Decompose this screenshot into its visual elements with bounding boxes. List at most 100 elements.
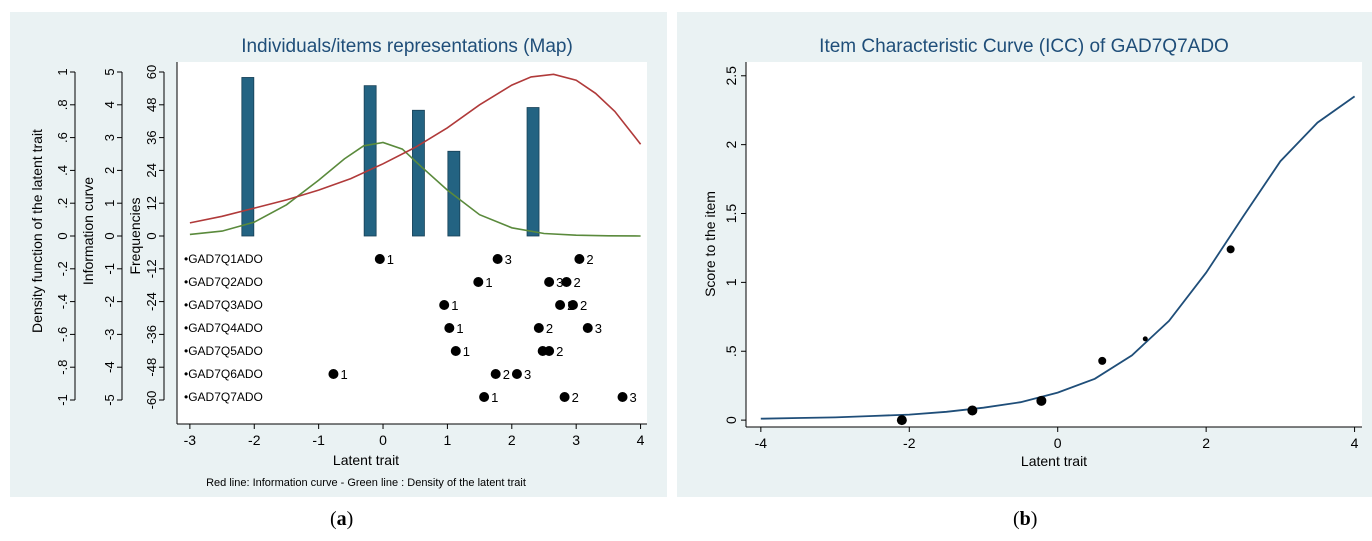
threshold-label: 1 — [456, 321, 463, 336]
y-tick-label: .6 — [55, 132, 70, 143]
chart-note: Red line: Information curve - Green line… — [206, 477, 526, 489]
item-threshold-point — [444, 323, 455, 333]
x-tick-label: -2 — [903, 435, 916, 451]
y-tick-label: -2 — [102, 296, 117, 308]
threshold-label: 2 — [572, 390, 579, 405]
item-label: •GAD7Q7ADO — [184, 390, 263, 404]
plot-area — [746, 62, 1362, 427]
threshold-label: 3 — [595, 321, 602, 336]
item-threshold-point — [439, 300, 450, 310]
item-threshold-point — [450, 346, 461, 356]
y-tick-label: -48 — [144, 358, 159, 377]
y-axis-label: Density function of the latent trait — [29, 129, 45, 333]
x-tick-label: 3 — [572, 432, 580, 448]
y-tick-label: .4 — [55, 165, 70, 176]
item-threshold-point — [374, 254, 385, 264]
item-label: •GAD7Q3ADO — [184, 298, 263, 312]
threshold-label: 2 — [503, 367, 510, 382]
item-threshold-point — [328, 369, 339, 379]
panel-a-letter: a — [336, 508, 347, 530]
y-tick-label: -60 — [144, 391, 159, 410]
frequency-bar — [447, 150, 461, 237]
icc-chart: Item Characteristic Curve (ICC) of GAD7Q… — [677, 12, 1372, 497]
observed-score-point — [1098, 356, 1107, 365]
item-threshold-point — [561, 277, 572, 287]
y-tick-label: -.8 — [55, 360, 70, 375]
y-tick-label: 60 — [144, 65, 159, 79]
panel-b-caption: (b) — [1013, 508, 1038, 530]
threshold-label: 3 — [630, 390, 637, 405]
item-label: •GAD7Q6ADO — [184, 367, 263, 381]
x-tick-label: 4 — [1351, 435, 1359, 451]
y-tick-label: 3 — [102, 134, 117, 141]
item-threshold-point — [582, 323, 593, 333]
item-label: •GAD7Q2ADO — [184, 275, 263, 289]
y-tick-label: -24 — [144, 292, 159, 311]
item-threshold-point — [533, 323, 544, 333]
threshold-label: 2 — [574, 275, 581, 290]
x-tick-label: 2 — [1202, 435, 1210, 451]
item-label: •GAD7Q5ADO — [184, 344, 263, 358]
item-threshold-point — [492, 254, 503, 264]
y-axis-label: Frequencies — [127, 197, 143, 274]
threshold-label: 2 — [586, 252, 593, 267]
item-threshold-point — [544, 346, 555, 356]
frequency-bar — [241, 77, 255, 237]
x-axis-label: Latent trait — [333, 452, 399, 468]
x-tick-label: 1 — [444, 432, 452, 448]
panel-a-caption: (a) — [330, 508, 354, 530]
x-tick-label: -3 — [184, 432, 197, 448]
y-tick-label: 0 — [55, 232, 70, 239]
x-tick-label: 0 — [1054, 435, 1062, 451]
x-tick-label: -2 — [248, 432, 261, 448]
information-curve — [189, 73, 642, 224]
x-tick-label: -1 — [312, 432, 325, 448]
y-tick-label: -3 — [102, 329, 117, 341]
chart-title: Individuals/items representations (Map) — [241, 36, 573, 57]
item-threshold-point — [479, 392, 490, 402]
y-tick-label: .8 — [55, 99, 70, 110]
density-curve — [189, 141, 641, 237]
threshold-label: 2 — [556, 344, 563, 359]
x-tick-label: 0 — [379, 432, 387, 448]
y-tick-label: 12 — [144, 196, 159, 210]
threshold-label: 3 — [524, 367, 531, 382]
item-threshold-point — [617, 392, 628, 402]
threshold-label: 3 — [556, 275, 563, 290]
threshold-label: 1 — [485, 275, 492, 290]
icc-marks: -4 -2 0 2 4 0 .5 1 1.5 2 2.5 — [723, 62, 1362, 451]
y-tick-label: -36 — [144, 325, 159, 344]
x-tick-label: -4 — [755, 435, 768, 451]
y-axis-label: Information curve — [80, 177, 96, 285]
y-tick-label: 0 — [723, 416, 739, 424]
y-tick-label: 0 — [144, 232, 159, 239]
chart-title: Item Characteristic Curve (ICC) of GAD7Q… — [819, 36, 1229, 57]
y-tick-label: 4 — [102, 101, 117, 108]
threshold-label: 3 — [505, 252, 512, 267]
y-tick-label: 5 — [102, 68, 117, 75]
y-tick-label: -1 — [102, 263, 117, 275]
item-threshold-point — [490, 369, 501, 379]
item-threshold-point — [555, 300, 566, 310]
y-tick-label: 0 — [102, 232, 117, 239]
plot-area — [177, 62, 647, 424]
y-tick-label: -4 — [102, 361, 117, 373]
threshold-label: 1 — [451, 298, 458, 313]
x-tick-label: 4 — [637, 432, 645, 448]
threshold-label: 1 — [387, 252, 394, 267]
y-tick-label: .5 — [723, 345, 739, 357]
item-threshold-point — [567, 300, 578, 310]
y-tick-label: 1.5 — [723, 204, 739, 224]
threshold-label: 2 — [580, 298, 587, 313]
y-tick-label: -12 — [144, 259, 159, 278]
y-tick-label: 2.5 — [723, 66, 739, 86]
item-threshold-point — [473, 277, 484, 287]
y-tick-label: 2 — [723, 141, 739, 149]
y-tick-label: .2 — [55, 198, 70, 209]
item-threshold-point — [511, 369, 522, 379]
y-tick-label: -5 — [102, 394, 117, 406]
threshold-label: 1 — [340, 367, 347, 382]
map-marks: -3 -2 -1 0 1 2 3 41.8.6.4.20-.2-.4-.6-.8-1Densi… — [29, 62, 647, 448]
threshold-label: 1 — [491, 390, 498, 405]
threshold-label: 2 — [546, 321, 553, 336]
